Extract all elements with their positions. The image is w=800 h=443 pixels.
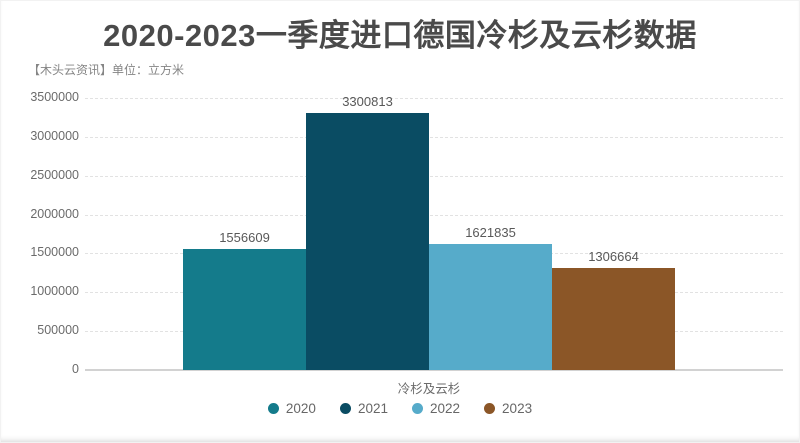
chart-subtitle: 【木头云资讯】单位：立方米 bbox=[28, 63, 185, 77]
bar-value-label-2022: 1621835 bbox=[465, 224, 516, 240]
bar-value-label-2021: 3300813 bbox=[342, 94, 393, 110]
legend-dot-icon bbox=[339, 403, 351, 414]
gridline bbox=[85, 136, 783, 138]
y-axis-tick-label: 1000000 bbox=[30, 284, 79, 299]
gridline bbox=[85, 175, 783, 177]
legend: 2020 2021 2022 2023 bbox=[0, 401, 800, 416]
y-axis-tick-label: 3500000 bbox=[30, 90, 79, 104]
chart-title: 2020-2023一季度进口德国冷杉及云杉数据 bbox=[103, 18, 697, 53]
legend-item-2023[interactable]: 2023 bbox=[484, 401, 532, 416]
legend-item-2022[interactable]: 2022 bbox=[412, 401, 460, 416]
y-axis-tick-label: 500000 bbox=[37, 323, 79, 338]
legend-label: 2021 bbox=[357, 401, 388, 416]
y-axis-tick-label: 0 bbox=[72, 362, 79, 376]
y-axis-tick-label: 2500000 bbox=[30, 167, 79, 182]
legend-dot-icon bbox=[267, 403, 279, 414]
legend-label: 2020 bbox=[285, 401, 316, 416]
x-axis-category-label: 冷杉及云杉 bbox=[397, 382, 461, 396]
legend-item-2020[interactable]: 2020 bbox=[267, 401, 316, 416]
bar-value-label-2023: 1306664 bbox=[588, 249, 639, 265]
x-axis-line bbox=[85, 369, 783, 371]
legend-label: 2022 bbox=[430, 401, 461, 416]
bar-2020[interactable] bbox=[183, 249, 306, 370]
legend-dot-icon bbox=[412, 403, 423, 414]
bar-2023[interactable] bbox=[552, 268, 675, 370]
gridline bbox=[85, 98, 783, 99]
bar-2022[interactable] bbox=[429, 243, 552, 370]
bar-2021[interactable] bbox=[306, 113, 429, 370]
legend-label: 2023 bbox=[502, 401, 533, 416]
gridline bbox=[85, 214, 783, 216]
legend-dot-icon bbox=[484, 403, 496, 414]
bar-value-label-2020: 1556609 bbox=[219, 230, 270, 246]
y-axis-tick-label: 2000000 bbox=[30, 206, 79, 221]
y-axis-tick-label: 3000000 bbox=[30, 128, 79, 143]
y-axis-tick-label: 1500000 bbox=[30, 245, 79, 260]
legend-item-2021[interactable]: 2021 bbox=[339, 401, 388, 416]
